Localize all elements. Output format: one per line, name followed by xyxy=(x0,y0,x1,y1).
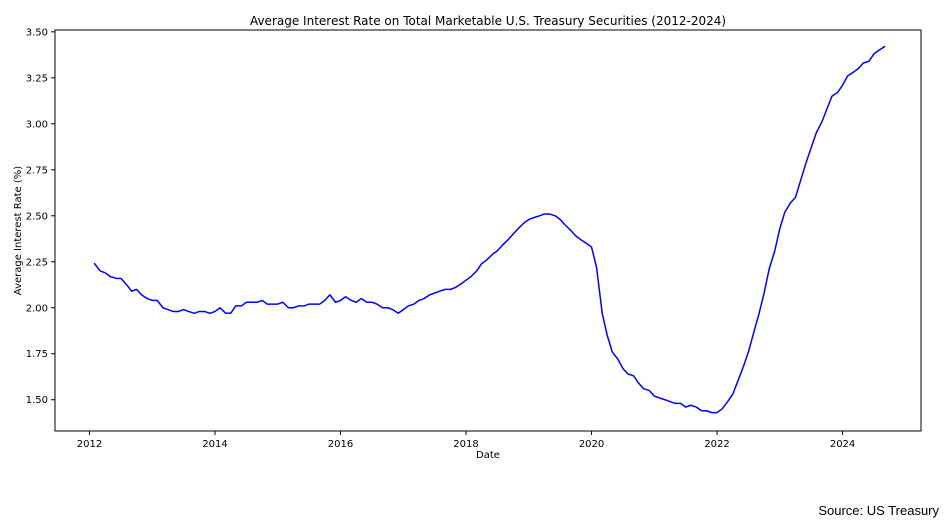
y-tick-label: 1.50 xyxy=(26,395,48,406)
chart-title: Average Interest Rate on Total Marketabl… xyxy=(250,14,726,28)
y-tick-label: 2.00 xyxy=(26,303,48,314)
y-tick-label: 3.25 xyxy=(26,73,48,84)
x-tick-label: 2020 xyxy=(579,439,604,450)
x-tick-label: 2016 xyxy=(328,439,353,450)
y-tick-label: 2.75 xyxy=(26,165,48,176)
interest-rate-line xyxy=(93,45,886,414)
y-axis-label: Average Interest Rate (%) xyxy=(13,166,24,295)
axes-frame xyxy=(54,29,922,432)
x-tick-label: 2014 xyxy=(202,439,227,450)
x-tick-label: 2018 xyxy=(453,439,478,450)
y-tick-label: 2.50 xyxy=(26,211,48,222)
source-note: Source: US Treasury xyxy=(818,503,939,518)
x-tick-label: 2024 xyxy=(830,439,855,450)
y-tick-label: 3.00 xyxy=(26,119,48,130)
x-tick-label: 2022 xyxy=(704,439,729,450)
x-tick-label: 2012 xyxy=(77,439,102,450)
plot-area: 2012 2014 2016 2018 2020 2022 2024 1.50 1.75 2.00… xyxy=(26,27,886,450)
y-tick-label: 2.25 xyxy=(26,257,48,268)
x-axis-label: Date xyxy=(476,450,500,461)
y-tick-label: 3.50 xyxy=(26,27,48,38)
y-tick-label: 1.75 xyxy=(26,349,48,360)
